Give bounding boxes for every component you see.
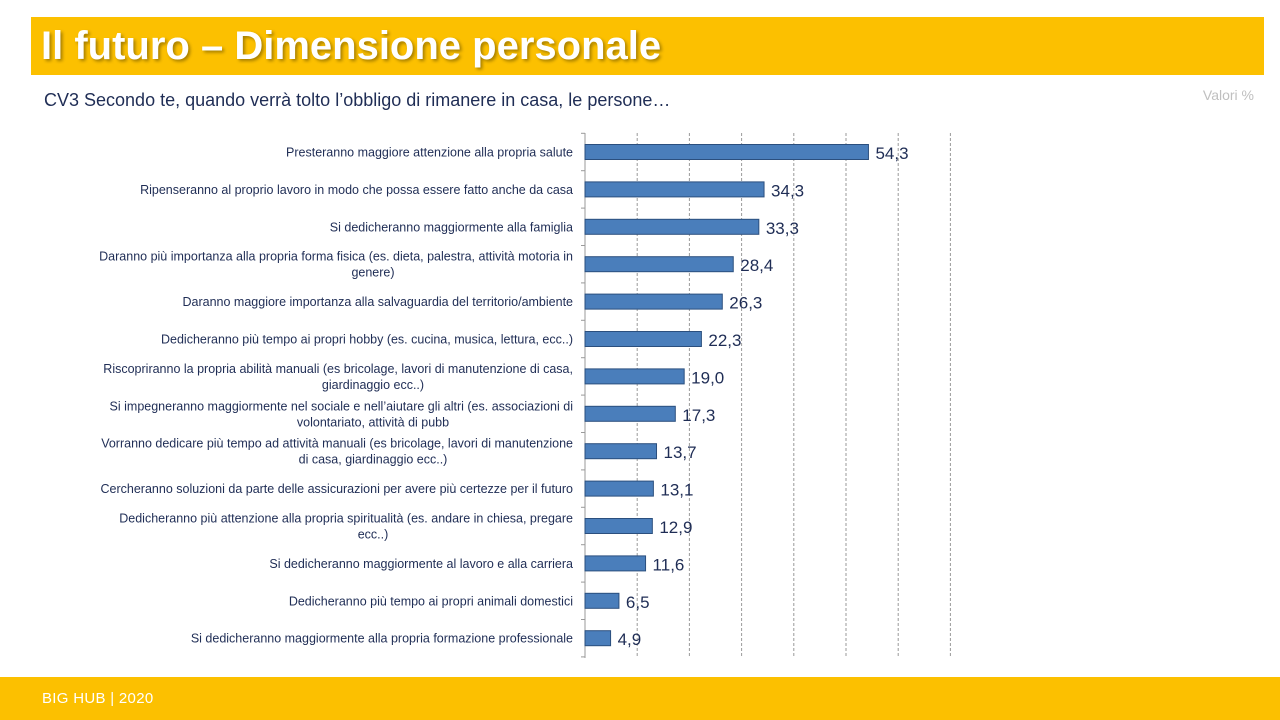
category-label-line: Dedicheranno più tempo ai propri hobby (… bbox=[161, 333, 573, 347]
bar bbox=[584, 368, 685, 385]
footer-bar: BIG HUB | 2020 bbox=[0, 677, 1280, 720]
bar bbox=[584, 555, 647, 572]
data-label: 12,9 bbox=[659, 518, 692, 537]
category-label: Si dedicheranno maggiormente alla propri… bbox=[191, 632, 573, 646]
data-label: 13,7 bbox=[664, 443, 697, 462]
data-label: 11,6 bbox=[653, 555, 685, 574]
bar bbox=[584, 443, 658, 460]
data-label: 34,3 bbox=[771, 181, 804, 200]
category-label: Dedicheranno più tempo ai propri hobby (… bbox=[161, 333, 573, 347]
category-label: Si dedicheranno maggiormente alla famigl… bbox=[330, 220, 573, 234]
bar bbox=[584, 218, 760, 235]
category-label: Ripenseranno al proprio lavoro in modo c… bbox=[140, 183, 573, 197]
category-label: Dedicheranno più tempo ai propri animali… bbox=[289, 594, 573, 608]
data-label: 4,9 bbox=[618, 630, 642, 649]
category-label: Cercheranno soluzioni da parte delle ass… bbox=[101, 482, 574, 496]
data-label: 17,3 bbox=[682, 406, 715, 425]
data-label: 33,3 bbox=[766, 219, 799, 238]
category-label-line: giardinaggio ecc..) bbox=[322, 378, 424, 392]
data-label: 54,3 bbox=[875, 144, 908, 163]
bar bbox=[584, 181, 765, 198]
data-label: 13,1 bbox=[660, 481, 693, 500]
data-label: 22,3 bbox=[708, 331, 741, 350]
category-label: Si dedicheranno maggiormente al lavoro e… bbox=[269, 557, 573, 571]
bar bbox=[584, 293, 723, 310]
bar bbox=[584, 144, 869, 160]
category-label-line: Dedicheranno più tempo ai propri animali… bbox=[289, 594, 573, 608]
category-label-line: Si dedicheranno maggiormente alla propri… bbox=[191, 632, 573, 646]
units-label: Valori % bbox=[1202, 87, 1254, 103]
bar bbox=[584, 331, 702, 347]
category-label-line: di casa, giardinaggio ecc..) bbox=[299, 453, 448, 467]
category-label-line: volontariato, attività di pubb bbox=[297, 415, 449, 429]
category-label: Daranno più importanza alla propria form… bbox=[99, 250, 573, 280]
bar bbox=[584, 630, 612, 647]
bar bbox=[584, 405, 676, 422]
category-label-line: Dedicheranno più attenzione alla propria… bbox=[119, 512, 573, 526]
bar bbox=[584, 480, 654, 497]
category-label-line: Cercheranno soluzioni da parte delle ass… bbox=[101, 482, 574, 496]
data-label: 26,3 bbox=[729, 294, 762, 313]
category-label-line: ecc..) bbox=[358, 528, 389, 542]
data-label: 28,4 bbox=[740, 256, 773, 275]
category-label: Dedicheranno più attenzione alla propria… bbox=[119, 512, 573, 542]
category-label-line: Daranno più importanza alla propria form… bbox=[99, 250, 573, 264]
bar bbox=[584, 256, 734, 273]
category-label-line: Ripenseranno al proprio lavoro in modo c… bbox=[140, 183, 573, 197]
data-label: 6,5 bbox=[626, 593, 650, 612]
category-label-line: Riscopriranno la propria abilità manuali… bbox=[103, 362, 573, 376]
category-label-line: Si dedicheranno maggiormente alla famigl… bbox=[330, 220, 573, 234]
bar bbox=[584, 518, 653, 534]
category-label: Presteranno maggiore attenzione alla pro… bbox=[286, 146, 573, 160]
bar bbox=[584, 592, 620, 609]
category-label: Si impegneranno maggiormente nel sociale… bbox=[110, 399, 573, 429]
data-label: 19,0 bbox=[691, 368, 724, 387]
category-label: Vorranno dedicare più tempo ad attività … bbox=[101, 437, 573, 467]
category-label-line: genere) bbox=[351, 266, 394, 280]
category-label-line: Si impegneranno maggiormente nel sociale… bbox=[110, 399, 573, 413]
footer-brand: BIG HUB | 2020 bbox=[42, 690, 154, 707]
category-label: Daranno maggiore importanza alla salvagu… bbox=[183, 295, 574, 309]
category-label-line: Daranno maggiore importanza alla salvagu… bbox=[183, 295, 574, 309]
category-label-line: Vorranno dedicare più tempo ad attività … bbox=[101, 437, 573, 451]
page-title: Il futuro – Dimensione personale bbox=[41, 24, 662, 68]
category-label-line: Presteranno maggiore attenzione alla pro… bbox=[286, 146, 573, 160]
category-label: Riscopriranno la propria abilità manuali… bbox=[103, 362, 573, 392]
category-label-line: Si dedicheranno maggiormente al lavoro e… bbox=[269, 557, 573, 571]
survey-question: CV3 Secondo te, quando verrà tolto l’obb… bbox=[44, 90, 671, 110]
title-bar: Il futuro – Dimensione personale bbox=[31, 17, 1264, 75]
